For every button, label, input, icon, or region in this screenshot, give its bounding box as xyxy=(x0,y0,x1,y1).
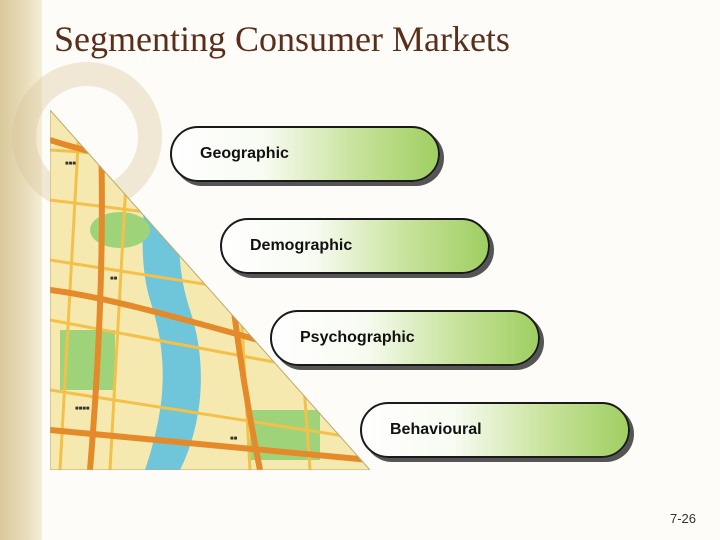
page-title: Segmenting Consumer Markets xyxy=(54,18,510,60)
segment-pill-geographic: Geographic xyxy=(170,126,440,182)
pill-label: Behavioural xyxy=(390,421,482,439)
svg-text:■■: ■■ xyxy=(230,436,238,442)
slide-number: 7-26 xyxy=(670,511,696,526)
segment-pill-psychographic: Psychographic xyxy=(270,310,540,366)
pill-label: Demographic xyxy=(250,237,352,255)
slide-body: ■■■ ■■ ■■■■ ■■ Geographic Demographic Ps… xyxy=(50,110,690,490)
svg-text:■■■■: ■■■■ xyxy=(75,406,90,412)
svg-text:■■■: ■■■ xyxy=(65,161,76,167)
pill-label: Psychographic xyxy=(300,329,415,347)
segment-pill-demographic: Demographic xyxy=(220,218,490,274)
pill-label: Geographic xyxy=(200,145,289,163)
segment-pill-behavioural: Behavioural xyxy=(360,402,630,458)
svg-text:■■: ■■ xyxy=(110,276,118,282)
